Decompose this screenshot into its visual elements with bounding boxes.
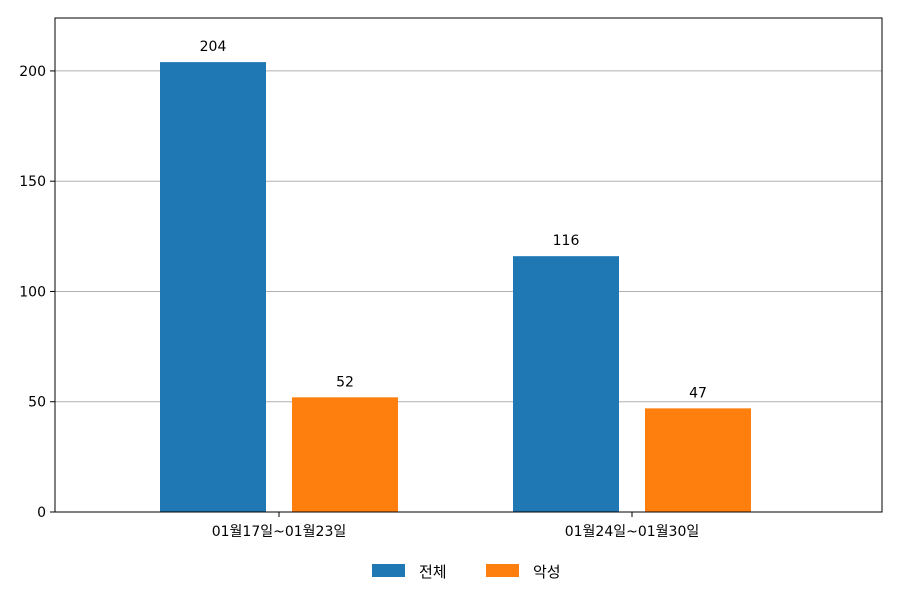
bar-value-label: 116: [553, 233, 580, 249]
legend-label: 악성: [533, 563, 561, 581]
legend-swatch: [372, 564, 405, 577]
y-tick-label: 0: [37, 505, 46, 521]
legend: 전체 악성: [372, 563, 561, 581]
x-tick-label: 01월17일~01월23일: [212, 524, 347, 540]
plot-frame: [54, 17, 883, 513]
y-tick-label: 50: [28, 395, 46, 411]
bar-value-label: 204: [200, 39, 227, 55]
bar-value-label: 52: [336, 374, 354, 390]
bar-value-label: 47: [689, 385, 707, 401]
bar: [645, 408, 751, 512]
y-tick-label: 200: [19, 64, 46, 80]
data-labels: 204 52 116 47: [200, 39, 707, 401]
bars: [160, 62, 751, 512]
legend-label: 전체: [419, 563, 447, 581]
bar: [513, 256, 619, 512]
x-tick-label: 01월24일~01월30일: [565, 524, 700, 540]
y-tick-label: 150: [19, 174, 46, 190]
y-axis: 0 50 100 150 200: [19, 64, 55, 521]
y-tick-label: 100: [19, 284, 46, 300]
bar: [160, 62, 266, 512]
bar: [292, 397, 398, 512]
legend-swatch: [486, 564, 519, 577]
x-axis: 01월17일~01월23일 01월24일~01월30일: [212, 512, 700, 540]
